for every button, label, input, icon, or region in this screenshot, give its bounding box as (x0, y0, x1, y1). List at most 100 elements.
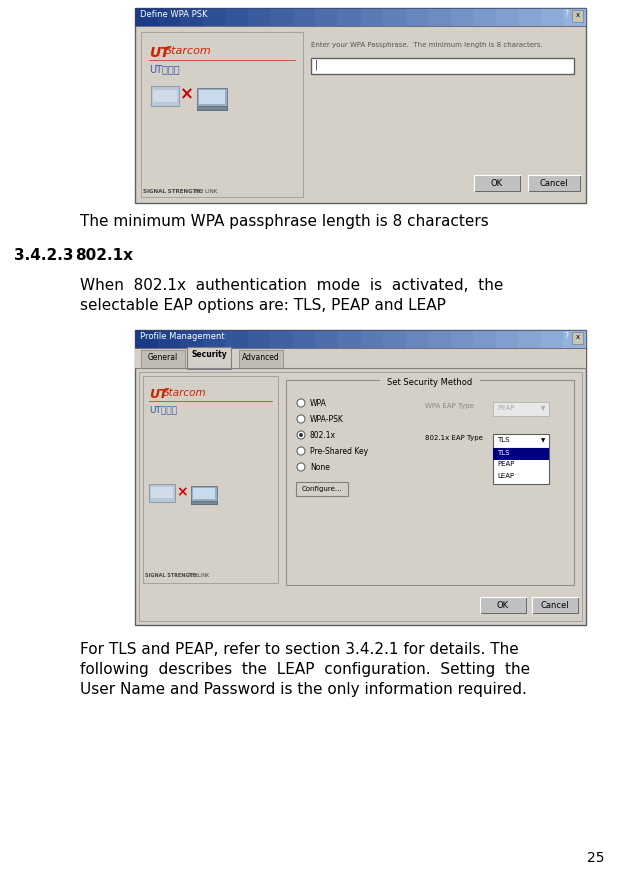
Text: OK: OK (491, 179, 503, 187)
Text: Cancel: Cancel (541, 600, 569, 610)
Bar (158, 330, 181, 348)
Bar (493, 448, 549, 460)
Text: WPA: WPA (310, 399, 327, 408)
Bar (141, 32, 303, 197)
Text: WPA-PSK: WPA-PSK (310, 415, 344, 424)
Bar (406, 330, 429, 348)
Bar (406, 8, 429, 26)
Bar (199, 90, 225, 104)
Bar (316, 330, 339, 348)
Text: ▼: ▼ (541, 406, 545, 411)
Text: SIGNAL STRENGTH:: SIGNAL STRENGTH: (143, 189, 203, 194)
Bar (248, 330, 271, 348)
Bar (563, 8, 587, 26)
Bar (311, 58, 574, 74)
Text: 802.1x: 802.1x (310, 431, 336, 440)
Bar (225, 330, 249, 348)
Bar (197, 88, 227, 110)
Bar (473, 8, 497, 26)
Bar (135, 8, 158, 26)
Bar (193, 488, 215, 499)
Bar (480, 597, 526, 613)
Bar (158, 8, 181, 26)
Text: Starcom: Starcom (165, 46, 212, 56)
Bar (135, 348, 586, 368)
Bar (293, 330, 316, 348)
Text: Cancel: Cancel (540, 179, 568, 187)
Bar (493, 434, 549, 448)
Circle shape (297, 399, 305, 407)
Bar (361, 330, 384, 348)
Bar (180, 8, 203, 26)
Bar (474, 175, 520, 191)
Bar (286, 380, 574, 585)
Text: NO LINK: NO LINK (189, 573, 209, 578)
Bar (248, 8, 271, 26)
Text: The minimum WPA passphrase length is 8 characters: The minimum WPA passphrase length is 8 c… (80, 214, 489, 229)
Text: UT斯达康: UT斯达康 (149, 64, 180, 74)
Text: SIGNAL STRENGTH:: SIGNAL STRENGTH: (145, 573, 198, 578)
Bar (541, 330, 565, 348)
Circle shape (299, 433, 303, 437)
Bar (151, 487, 173, 498)
Text: ×: × (180, 85, 194, 103)
Text: following  describes  the  LEAP  configuration.  Setting  the: following describes the LEAP configurati… (80, 662, 530, 677)
Text: selectable EAP options are: TLS, PEAP and LEAP: selectable EAP options are: TLS, PEAP an… (80, 298, 446, 313)
Bar (428, 330, 452, 348)
Bar (153, 90, 177, 102)
Bar (541, 8, 565, 26)
Text: x: x (576, 12, 580, 18)
Text: WPA EAP Type: WPA EAP Type (425, 403, 474, 409)
Bar (239, 350, 283, 368)
Text: UT: UT (149, 388, 168, 401)
Circle shape (297, 463, 305, 471)
Bar (225, 8, 249, 26)
Bar (380, 379, 480, 389)
Bar (532, 597, 578, 613)
Bar (493, 402, 549, 416)
Circle shape (297, 447, 305, 455)
Bar (451, 8, 475, 26)
Bar (293, 8, 316, 26)
Bar (518, 8, 542, 26)
Bar (191, 501, 217, 504)
Bar (187, 347, 231, 369)
Text: LEAP: LEAP (497, 473, 514, 479)
Text: |: | (315, 60, 318, 71)
Text: For TLS and PEAP, refer to section 3.4.2.1 for details. The: For TLS and PEAP, refer to section 3.4.2… (80, 642, 519, 657)
Text: User Name and Password is the only information required.: User Name and Password is the only infor… (80, 682, 527, 697)
Text: 3.4.2.3: 3.4.2.3 (14, 248, 73, 263)
Text: 802.1x EAP Type: 802.1x EAP Type (425, 435, 483, 441)
Text: OK: OK (497, 600, 509, 610)
Circle shape (297, 415, 305, 423)
Text: Enter your WPA Passphrase.  The minimum length is 8 characters.: Enter your WPA Passphrase. The minimum l… (311, 42, 543, 48)
Bar (141, 350, 185, 368)
Bar (135, 330, 586, 625)
Bar (135, 8, 586, 26)
Text: x: x (576, 334, 580, 340)
Bar (572, 332, 583, 344)
Bar (496, 8, 520, 26)
Bar (203, 8, 226, 26)
Bar (316, 8, 339, 26)
Bar (203, 330, 226, 348)
Text: Pre-Shared Key: Pre-Shared Key (310, 447, 368, 456)
Text: PEAP: PEAP (497, 461, 515, 467)
Bar (135, 8, 586, 203)
Bar (338, 8, 361, 26)
Bar (473, 330, 497, 348)
Text: Security: Security (191, 350, 227, 359)
Text: General: General (148, 353, 178, 362)
Bar (428, 8, 452, 26)
Bar (143, 376, 278, 583)
Text: ▼: ▼ (541, 438, 545, 443)
Text: When  802.1x  authentication  mode  is  activated,  the: When 802.1x authentication mode is activ… (80, 278, 503, 293)
Text: UT斯达康: UT斯达康 (149, 405, 177, 414)
Text: None: None (310, 463, 330, 472)
Bar (383, 330, 407, 348)
Bar (270, 330, 294, 348)
Bar (496, 330, 520, 348)
Bar (139, 372, 582, 621)
Bar (361, 8, 384, 26)
Text: Starcom: Starcom (163, 388, 207, 398)
